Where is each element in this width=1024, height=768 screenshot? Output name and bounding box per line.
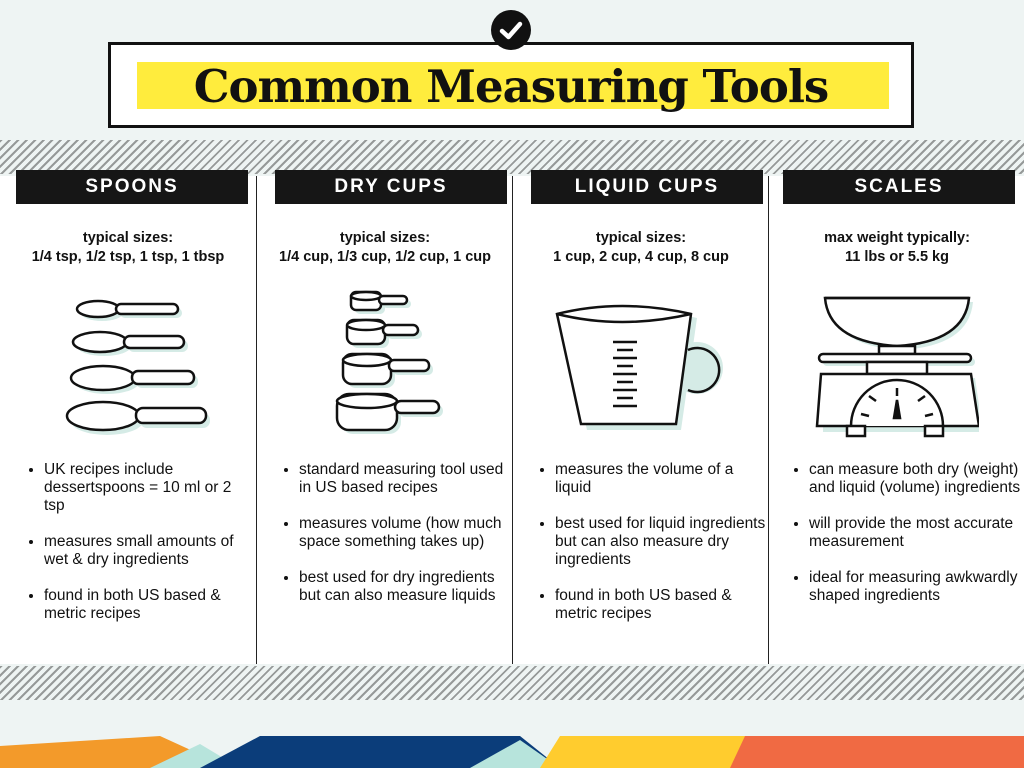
list-item: measures volume (how much space somethin… — [299, 515, 513, 551]
bullet-list: measures the volume of a liquid best use… — [537, 461, 769, 641]
column-liquid-cups: LIQUID CUPS typical sizes: 1 cup, 2 cup,… — [512, 170, 769, 664]
bullet-list: can measure both dry (weight) and liquid… — [791, 461, 1024, 623]
sizes-label: max weight typically: — [824, 230, 970, 246]
column-heading: LIQUID CUPS — [531, 170, 763, 204]
title-highlight — [137, 62, 889, 109]
list-item: standard measuring tool used in US based… — [299, 461, 513, 497]
list-item: can measure both dry (weight) and liquid… — [809, 461, 1024, 497]
list-item: best used for dry ingredients but can al… — [299, 569, 513, 605]
list-item: UK recipes include dessertspoons = 10 ml… — [44, 461, 256, 515]
title-box: Common Measuring Tools — [108, 42, 914, 128]
column-heading: DRY CUPS — [275, 170, 507, 204]
page-title: Common Measuring Tools — [193, 60, 830, 113]
list-item: found in both US based & metric recipes — [555, 587, 769, 623]
column-heading: SCALES — [783, 170, 1015, 204]
bullet-list: UK recipes include dessertspoons = 10 ml… — [26, 461, 256, 641]
list-item: will provide the most accurate measureme… — [809, 515, 1024, 551]
sizes-label: typical sizes: — [595, 230, 687, 246]
decorative-footer-band — [0, 736, 1024, 768]
sizes-label: typical sizes: — [82, 230, 174, 246]
kitchen-scale-icon — [815, 296, 979, 438]
hatch-band-bottom — [0, 666, 1024, 700]
column-scales: SCALES max weight typically: 11 lbs or 5… — [768, 170, 1024, 664]
measuring-spoons-icon — [65, 299, 210, 435]
checkmark-icon — [491, 10, 531, 50]
column-dry-cups: DRY CUPS typical sizes: 1/4 cup, 1/3 cup… — [256, 170, 513, 664]
sizes-value: 1/4 tsp, 1/2 tsp, 1 tsp, 1 tbsp — [31, 249, 225, 265]
list-item: measures the volume of a liquid — [555, 461, 769, 497]
liquid-measuring-cup-icon — [555, 304, 723, 430]
list-item: found in both US based & metric recipes — [44, 587, 256, 623]
sizes-value: 1 cup, 2 cup, 4 cup, 8 cup — [553, 249, 729, 265]
column-heading: SPOONS — [16, 170, 248, 204]
list-item: ideal for measuring awkwardly shaped ing… — [809, 569, 1024, 605]
list-item: measures small amounts of wet & dry ingr… — [44, 533, 256, 569]
hatch-band-top — [0, 140, 1024, 174]
list-item: best used for liquid ingredients but can… — [555, 515, 769, 569]
sizes-value: 11 lbs or 5.5 kg — [845, 249, 949, 265]
column-spoons: SPOONS typical sizes: 1/4 tsp, 1/2 tsp, … — [0, 170, 256, 664]
tools-panel: SPOONS typical sizes: 1/4 tsp, 1/2 tsp, … — [0, 170, 1024, 664]
sizes-label: typical sizes: — [339, 230, 431, 246]
dry-measuring-cups-icon — [335, 290, 443, 434]
sizes-value: 1/4 cup, 1/3 cup, 1/2 cup, 1 cup — [279, 249, 491, 265]
bullet-list: standard measuring tool used in US based… — [281, 461, 513, 623]
